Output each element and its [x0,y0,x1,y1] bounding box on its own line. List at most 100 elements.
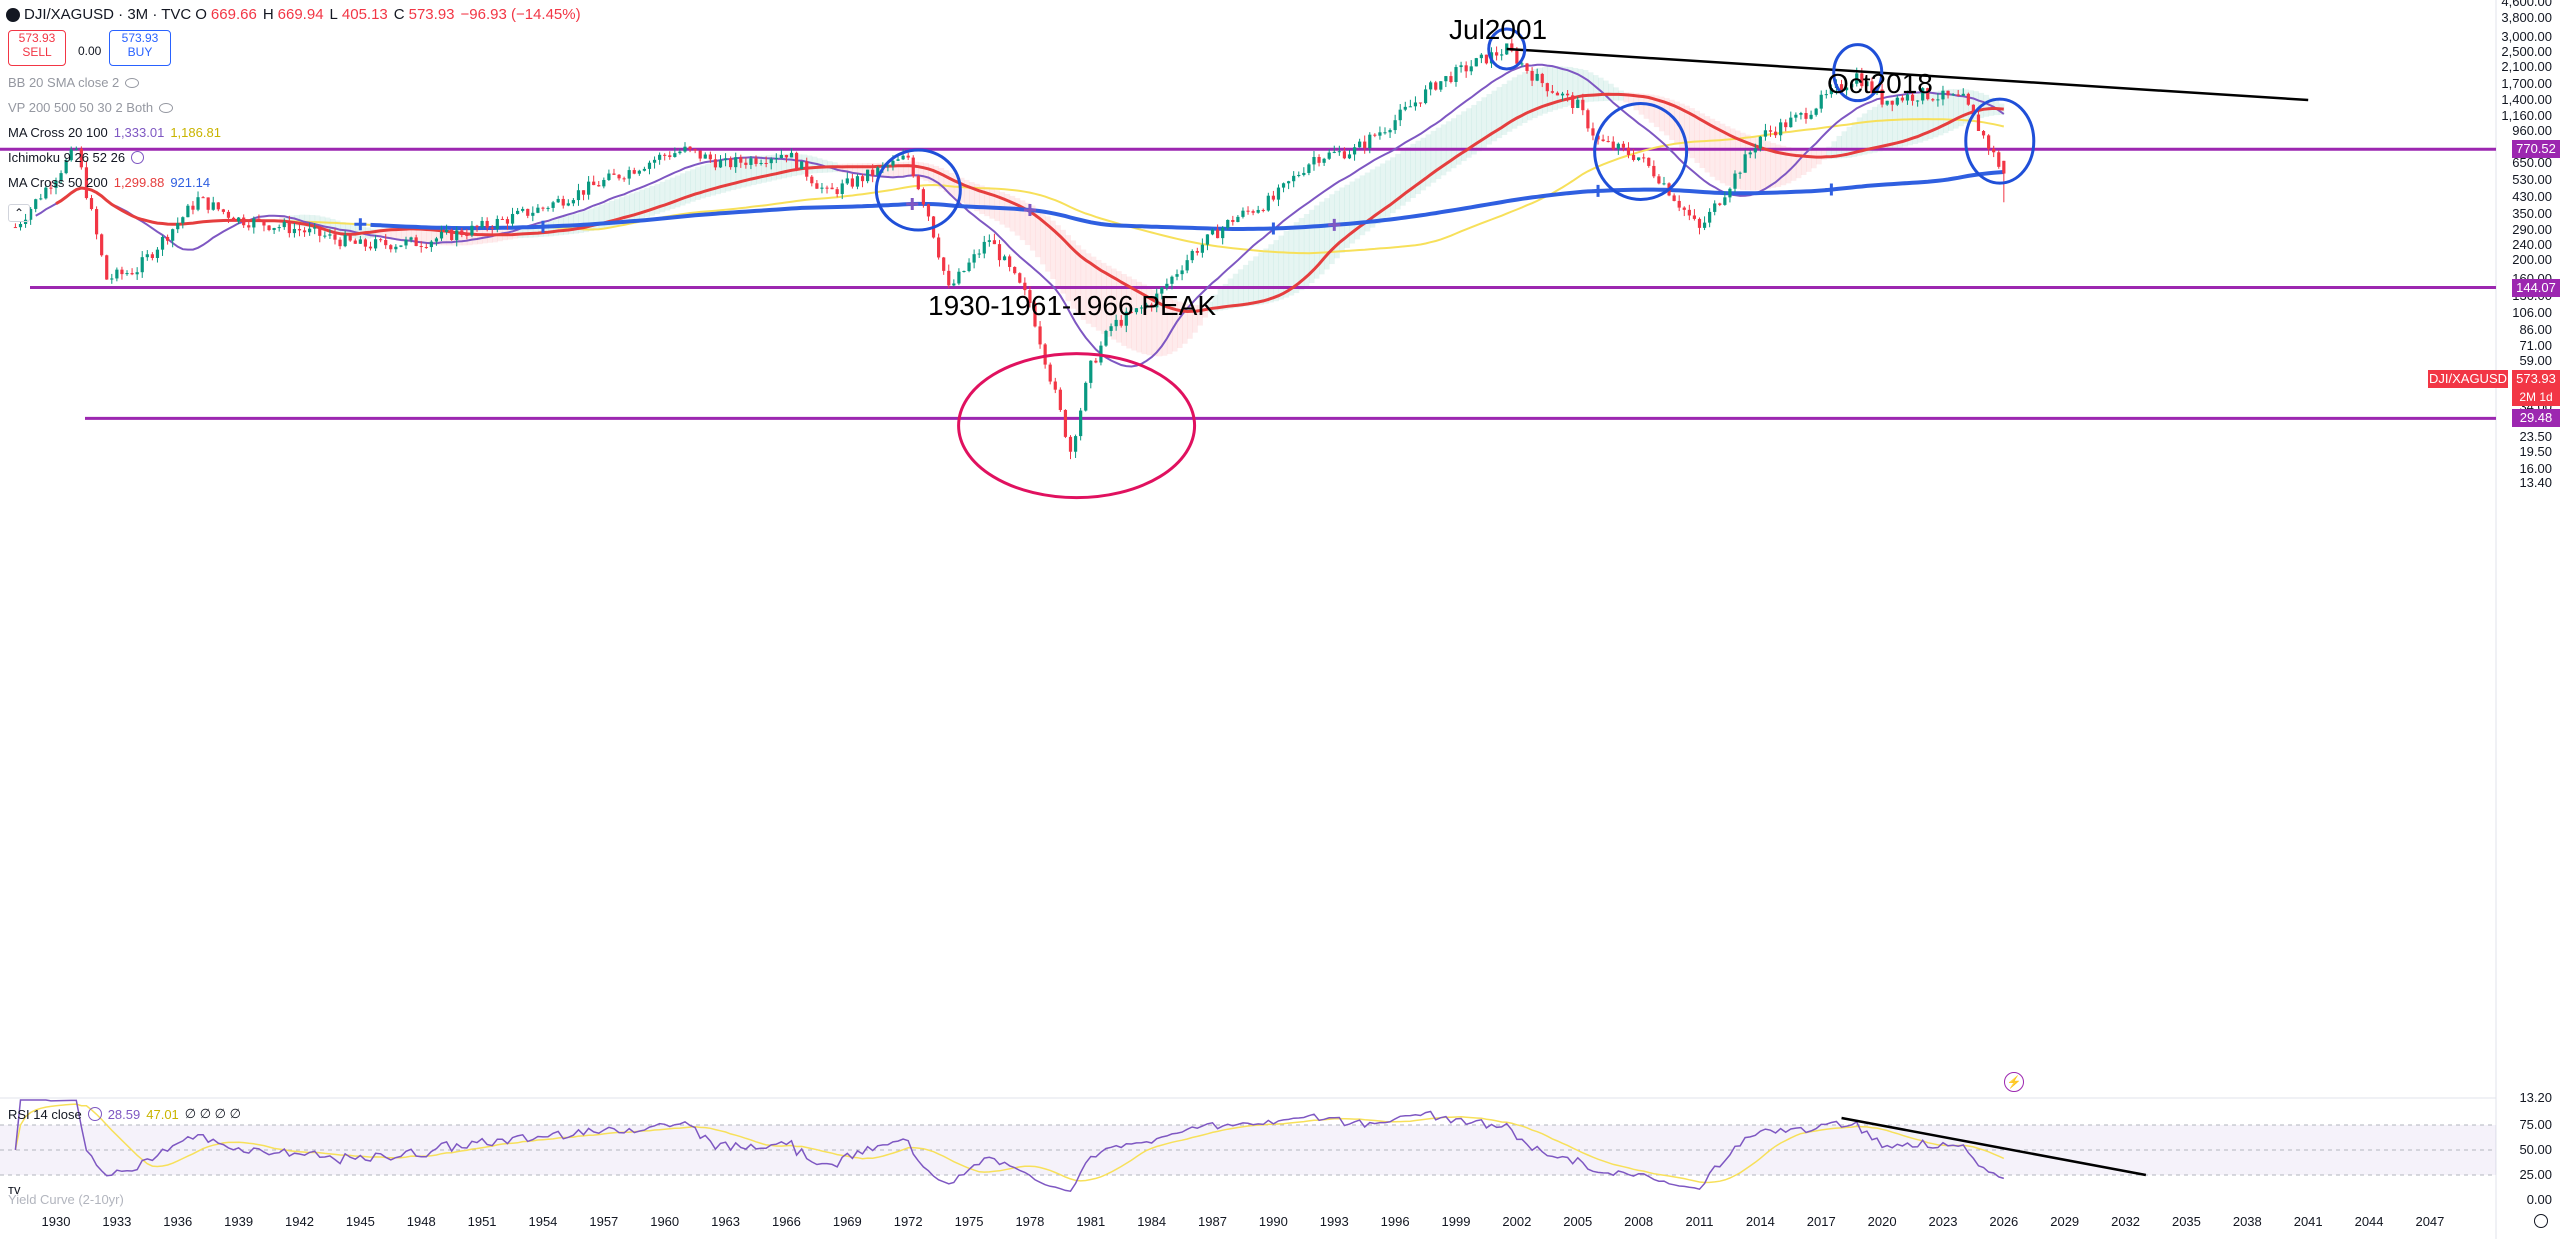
ichimoku-cloud-segment [1253,256,1259,306]
ichimoku-cloud-segment [1004,193,1011,228]
ichimoku-cloud-segment [1161,294,1168,356]
level-price-tag: 770.52 [2512,140,2560,159]
ichimoku-cloud-segment [887,162,894,178]
candle-body [906,155,910,158]
ichimoku-cloud-segment [532,224,539,238]
candle-body [800,161,804,170]
countdown-tag: 2M 1d [2512,388,2560,406]
candle-body [1540,73,1544,84]
ichimoku-cloud-segment [1669,99,1675,141]
candle-body [429,241,433,248]
lightning-icon[interactable]: ⚡ [2004,1072,2024,1092]
candle-body [1352,147,1357,155]
ichimoku-cloud-segment [1973,91,1979,120]
rsi-settings-icon[interactable] [87,1107,102,1121]
ichimoku-cloud-segment [867,162,874,177]
settings-gear-icon[interactable] [2534,1214,2548,1228]
candle-body [1246,210,1250,212]
ichimoku-cloud-segment [395,226,402,241]
indicator-row[interactable]: VP 200 500 50 30 2 Both [8,100,174,115]
collapse-legend-button[interactable]: ⌃ [8,204,30,222]
candle-body [860,176,865,182]
candle-body [181,217,185,224]
ichimoku-cloud-segment [1268,244,1274,303]
ichimoku-cloud-segment [842,163,848,174]
ichimoku-cloud-segment [963,179,970,206]
candle-body [120,269,124,275]
ichimoku-cloud-segment [1542,66,1548,114]
price-axis-label: 86.00 [2519,322,2552,338]
ichimoku-cloud-segment [1182,303,1188,344]
last-price-tag: 573.93 [2512,370,2560,388]
symbol-title[interactable]: DJI/XAGUSD · 3M · TVC [24,6,192,23]
candle-body [810,176,814,184]
ichimoku-cloud-segment [1019,200,1026,241]
candle-body [952,283,956,286]
ichimoku-cloud-segment [1369,169,1376,228]
yield-curve-label[interactable]: Yield Curve (2-10yr) [8,1192,124,1207]
candle-body [54,180,58,188]
candle-body [292,228,297,234]
candle-body [1175,274,1179,277]
indicator-row[interactable]: MA Cross 20 100 1,333.01 1,186.81 [8,125,221,140]
candle-body [1383,132,1387,134]
indicator-row[interactable]: BB 20 SMA close 2 [8,75,140,90]
candle-body [79,148,83,168]
ichimoku-cloud-segment [1034,208,1041,258]
ichimoku-cloud-segment [1577,68,1584,104]
candle-body [145,254,149,258]
price-axis-label: 1,700.00 [2501,75,2552,91]
tradingview-logo-icon[interactable]: ᴛᴠ [8,1182,21,1197]
hidden-eye-icon[interactable] [125,77,140,88]
candle-body [231,217,236,222]
ichimoku-cloud-segment [1461,111,1467,162]
candle-body [1114,319,1118,327]
candle-body [708,154,712,160]
time-axis-label: 2008 [1624,1214,1654,1229]
candle-body [150,254,154,258]
ichimoku-cloud-segment [1704,116,1711,173]
ichimoku-cloud-segment [1745,134,1751,191]
candle-body [1302,172,1306,175]
ichimoku-cloud-segment [634,191,640,221]
candle-body [947,270,951,286]
buy-button[interactable]: 573.93 BUY [109,30,171,66]
ichimoku-cloud-segment [426,225,432,245]
candle-body [470,225,474,236]
ichimoku-cloud-segment [1790,147,1797,181]
indicator-row[interactable]: MA Cross 50 200 1,299.88 921.14 [8,175,210,190]
ichimoku-cloud-segment [938,167,945,189]
candle-body [1839,84,1844,91]
candle-body [1434,82,1438,90]
ichimoku-cloud-segment [1014,198,1021,236]
candle-body [125,273,129,275]
ichimoku-cloud-segment [715,161,721,195]
candle-body [1515,50,1519,64]
ichimoku-cloud-segment [1927,91,1934,140]
ichimoku-cloud-segment [1405,146,1411,202]
indicator-row[interactable]: Ichimoku 9 26 52 26 [8,150,145,165]
sell-button[interactable]: 573.93 SELL [8,30,66,66]
time-axis-label: 2020 [1867,1214,1897,1229]
candle-body [526,208,530,216]
price-axis-label: 1,160.00 [2501,107,2552,123]
rsi-extras: ∅ ∅ ∅ ∅ [184,1106,241,1121]
close-value: 573.93 [408,6,455,23]
candle-body [1393,120,1397,131]
candle-body [257,218,261,220]
ichimoku-cloud-segment [1410,143,1416,198]
candle-body [1910,94,1915,101]
hidden-eye-icon[interactable] [159,102,174,113]
candle-body [1763,130,1768,137]
ichimoku-cloud-segment [659,181,666,213]
candle-body [1779,122,1783,136]
candle-body [637,170,641,174]
candle-body [29,208,33,220]
candle-body [389,245,393,250]
rsi-legend[interactable]: RSI 14 close 28.59 47.01 ∅ ∅ ∅ ∅ [8,1106,241,1122]
candle-body [1844,87,1849,91]
ichimoku-settings-icon[interactable] [131,151,145,164]
candle-body [1002,256,1007,261]
ichimoku-cloud-segment [806,155,813,174]
